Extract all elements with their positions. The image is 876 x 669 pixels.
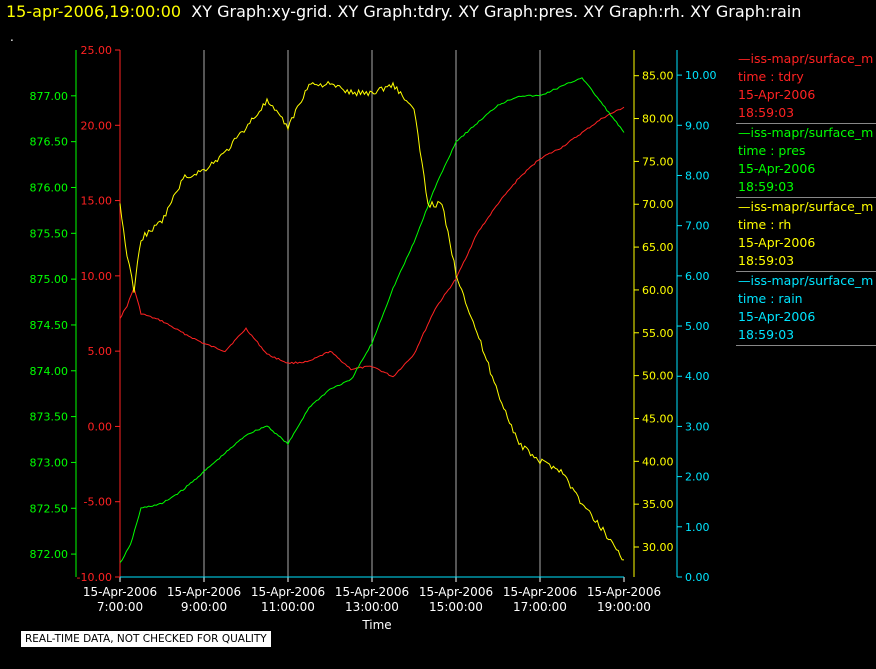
x-tick-label: 15-Apr-2006 [419,585,493,599]
legend-entry-rain: —iss-mapr/surface_m time : rain 15-Apr-2… [736,272,876,346]
pres-tick-label: 877.00 [30,90,69,103]
rain-tick-label: 5.00 [685,320,710,333]
x-axis-label: Time [361,618,391,632]
rh-tick-label: 60.00 [642,284,674,297]
x-tick-label: 15:00:00 [429,600,483,614]
rh-tick-label: 80.00 [642,113,674,126]
x-tick-label: 19:00:00 [597,600,651,614]
pres-tick-label: 876.50 [30,136,69,149]
legend-line: —iss-mapr/surface_m [738,125,874,140]
pres-tick-label: 873.50 [30,411,69,424]
pres-tick-label: 875.50 [30,227,69,240]
rh-tick-label: 35.00 [642,498,674,511]
legend-line: —iss-mapr/surface_m [738,199,874,214]
tdry-tick-label: 0.00 [88,420,113,433]
legend-var: time : tdry [738,69,804,84]
rain-tick-label: 2.00 [685,471,710,484]
legend-time: 18:59:03 [738,327,795,342]
legend-entry-pres: —iss-mapr/surface_m time : pres 15-Apr-2… [736,124,876,198]
header-title: XY Graph:xy-grid. XY Graph:tdry. XY Grap… [191,2,802,21]
legend: —iss-mapr/surface_m time : tdry 15-Apr-2… [736,50,876,346]
series-line-pres [119,77,625,564]
pres-tick-label: 873.00 [30,456,69,469]
legend-time: 18:59:03 [738,105,795,120]
legend-date: 15-Apr-2006 [738,161,816,176]
x-tick-label: 13:00:00 [345,600,399,614]
legend-var: time : rh [738,217,792,232]
rain-tick-label: 1.00 [685,521,710,534]
legend-time: 18:59:03 [738,253,795,268]
legend-entry-tdry: —iss-mapr/surface_m time : tdry 15-Apr-2… [736,50,876,124]
rh-tick-label: 50.00 [642,370,674,383]
legend-line: —iss-mapr/surface_m [738,51,874,66]
rain-tick-label: 7.00 [685,220,710,233]
header-time: 15-apr-2006,19:00:00 [6,2,182,21]
x-tick-label: 15-Apr-2006 [83,585,157,599]
rh-tick-label: 65.00 [642,241,674,254]
tdry-tick-label: 20.00 [81,119,113,132]
rh-tick-label: 55.00 [642,327,674,340]
dot-mark: . [10,30,14,44]
tdry-tick-label: -5.00 [84,496,112,509]
rain-tick-label: 9.00 [685,119,710,132]
pres-tick-label: 875.00 [30,273,69,286]
tdry-tick-label: -10.00 [77,571,112,584]
legend-var: time : rain [738,291,803,306]
legend-time: 18:59:03 [738,179,795,194]
pres-tick-label: 876.00 [30,181,69,194]
quality-disclaimer: REAL-TIME DATA, NOT CHECKED FOR QUALITY [20,630,272,648]
legend-date: 15-Apr-2006 [738,309,816,324]
rh-tick-label: 40.00 [642,455,674,468]
tdry-tick-label: 5.00 [88,345,113,358]
rh-tick-label: 45.00 [642,412,674,425]
rain-tick-label: 0.00 [685,571,710,584]
x-tick-label: 7:00:00 [97,600,143,614]
rain-tick-label: 4.00 [685,370,710,383]
pres-tick-label: 872.50 [30,502,69,515]
legend-entry-rh: —iss-mapr/surface_m time : rh 15-Apr-200… [736,198,876,272]
legend-date: 15-Apr-2006 [738,87,816,102]
legend-var: time : pres [738,143,806,158]
series-line-tdry [119,106,625,378]
rh-tick-label: 30.00 [642,541,674,554]
rh-tick-label: 70.00 [642,198,674,211]
x-tick-label: 11:00:00 [261,600,315,614]
series-line-rh [119,80,625,561]
tdry-tick-label: 25.00 [81,44,113,57]
tdry-tick-label: 10.00 [81,270,113,283]
x-tick-label: 15-Apr-2006 [587,585,661,599]
pres-tick-label: 874.00 [30,365,69,378]
x-tick-label: 15-Apr-2006 [335,585,409,599]
x-tick-label: 17:00:00 [513,600,567,614]
legend-date: 15-Apr-2006 [738,235,816,250]
x-tick-label: 15-Apr-2006 [251,585,325,599]
legend-line: —iss-mapr/surface_m [738,273,874,288]
rh-tick-label: 85.00 [642,70,674,83]
chart-header: 15-apr-2006,19:00:00 XY Graph:xy-grid. X… [6,2,801,21]
rain-tick-label: 10.00 [685,69,717,82]
rain-tick-label: 3.00 [685,420,710,433]
pres-tick-label: 874.50 [30,319,69,332]
pres-tick-label: 872.00 [30,548,69,561]
x-tick-label: 15-Apr-2006 [503,585,577,599]
rh-tick-label: 75.00 [642,155,674,168]
x-tick-label: 9:00:00 [181,600,227,614]
rain-tick-label: 6.00 [685,270,710,283]
tdry-tick-label: 15.00 [81,195,113,208]
rain-tick-label: 8.00 [685,169,710,182]
x-tick-label: 15-Apr-2006 [167,585,241,599]
